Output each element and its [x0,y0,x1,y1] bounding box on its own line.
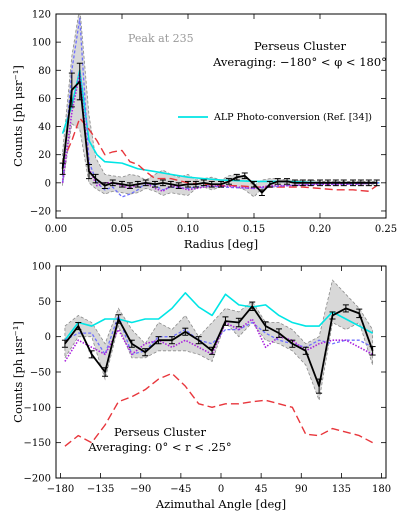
x-tick-label: −90 [130,484,151,495]
uncertainty-band [64,279,374,402]
x-tick-label: 0.05 [111,224,133,235]
black-errorbars-series-line [64,305,374,388]
tick-group: 0.00 0.05 0.10 0.15 0.20 0.25 −20 0 20 40 60 80 100 1… [30,10,397,236]
purple-dotted-series-line [61,72,380,193]
y-axis-label: Counts [ph μsr⁻¹] [11,321,25,423]
x-tick-label: −45 [170,484,191,495]
y-tick-label: 0 [45,332,51,343]
annotation-title: Perseus Cluster [114,425,206,439]
plot-frame [55,265,387,479]
y-axis-label: Counts [ph μsr⁻¹] [11,65,25,167]
y-tick-label: 20 [38,150,51,161]
annotation-subtitle: Averaging: 0° < r < .25° [87,440,231,454]
annotation-title: Perseus Cluster [254,39,346,53]
x-tick-label: 0.25 [375,224,397,235]
peak-annotation: Peak at 235 [128,32,194,45]
blue-dotted-series-line [64,314,373,355]
y-tick-label: −200 [24,474,51,485]
cyan-solid-series-line [61,69,380,184]
x-tick-label: −135 [87,484,114,495]
x-axis-label: Radius [deg] [184,237,258,251]
uncertainty-band [62,14,378,198]
error-band [64,279,374,402]
y-tick-label: 40 [38,122,51,133]
x-tick-label: 0.10 [177,224,199,235]
x-axis-label: Azimuthal Angle [deg] [155,497,286,511]
x-tick-label: 45 [255,484,268,495]
y-tick-label: 0 [45,178,51,189]
y-tick-label: −100 [24,403,51,414]
y-tick-label: 100 [32,262,51,273]
series-group [61,292,376,447]
cyan-solid-series-line [64,292,373,341]
x-tick-label: 180 [372,484,391,495]
x-tick-label: 90 [295,484,308,495]
annotation-subtitle: Averaging: −180° < φ < 180° [212,55,387,69]
y-tick-label: −50 [30,368,51,379]
panel-azimuth: −180 −135 −90 −45 0 45 90 135 180 −200 −150 −100 −50… [11,262,391,512]
y-tick-label: 120 [32,10,51,21]
x-tick-label: 0.15 [243,224,265,235]
y-tick-label: −150 [24,438,51,449]
error-band [62,14,378,198]
x-tick-label: 0 [218,484,224,495]
red-dashed-series-line [64,372,373,447]
x-tick-label: 0.20 [309,224,331,235]
x-tick-label: 135 [332,484,351,495]
legend-label: ALP Photo-conversion (Ref. [34]) [213,112,372,123]
x-tick-label: 0.00 [45,224,67,235]
panel-radius: 0.00 0.05 0.10 0.15 0.20 0.25 −20 0 20 40 60 80 100 1… [11,10,397,252]
red-dashed-series-line [61,117,378,192]
series-group [59,17,380,198]
x-tick-label: −180 [47,484,74,495]
y-tick-label: 50 [38,297,51,308]
y-tick-label: −20 [30,206,51,217]
purple-dotted-series-line [64,318,373,362]
y-tick-label: 100 [32,38,51,49]
plot-frame [55,13,387,219]
y-tick-label: 80 [38,66,51,77]
y-tick-label: 60 [38,94,51,105]
